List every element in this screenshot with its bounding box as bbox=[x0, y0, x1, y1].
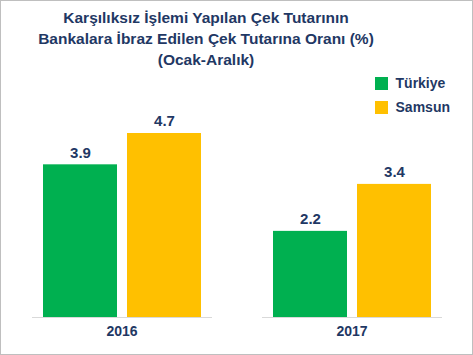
svg-text:2017: 2017 bbox=[336, 323, 367, 339]
svg-text:2.2: 2.2 bbox=[300, 210, 321, 227]
html-text:Karşılıksız İşlemi Yapılan Çek: Karşılıksız İşlemi Yapılan Çek Tutarının… bbox=[38, 9, 374, 68]
html-text:Türkiye: Türkiye bbox=[395, 75, 446, 91]
html-text:Samsun: Samsun bbox=[395, 99, 450, 115]
svg-text:4.7: 4.7 bbox=[154, 112, 175, 129]
svg-text:3.9: 3.9 bbox=[70, 144, 91, 161]
svg-text:2016: 2016 bbox=[106, 323, 137, 339]
svg-text:3.4: 3.4 bbox=[384, 163, 406, 180]
